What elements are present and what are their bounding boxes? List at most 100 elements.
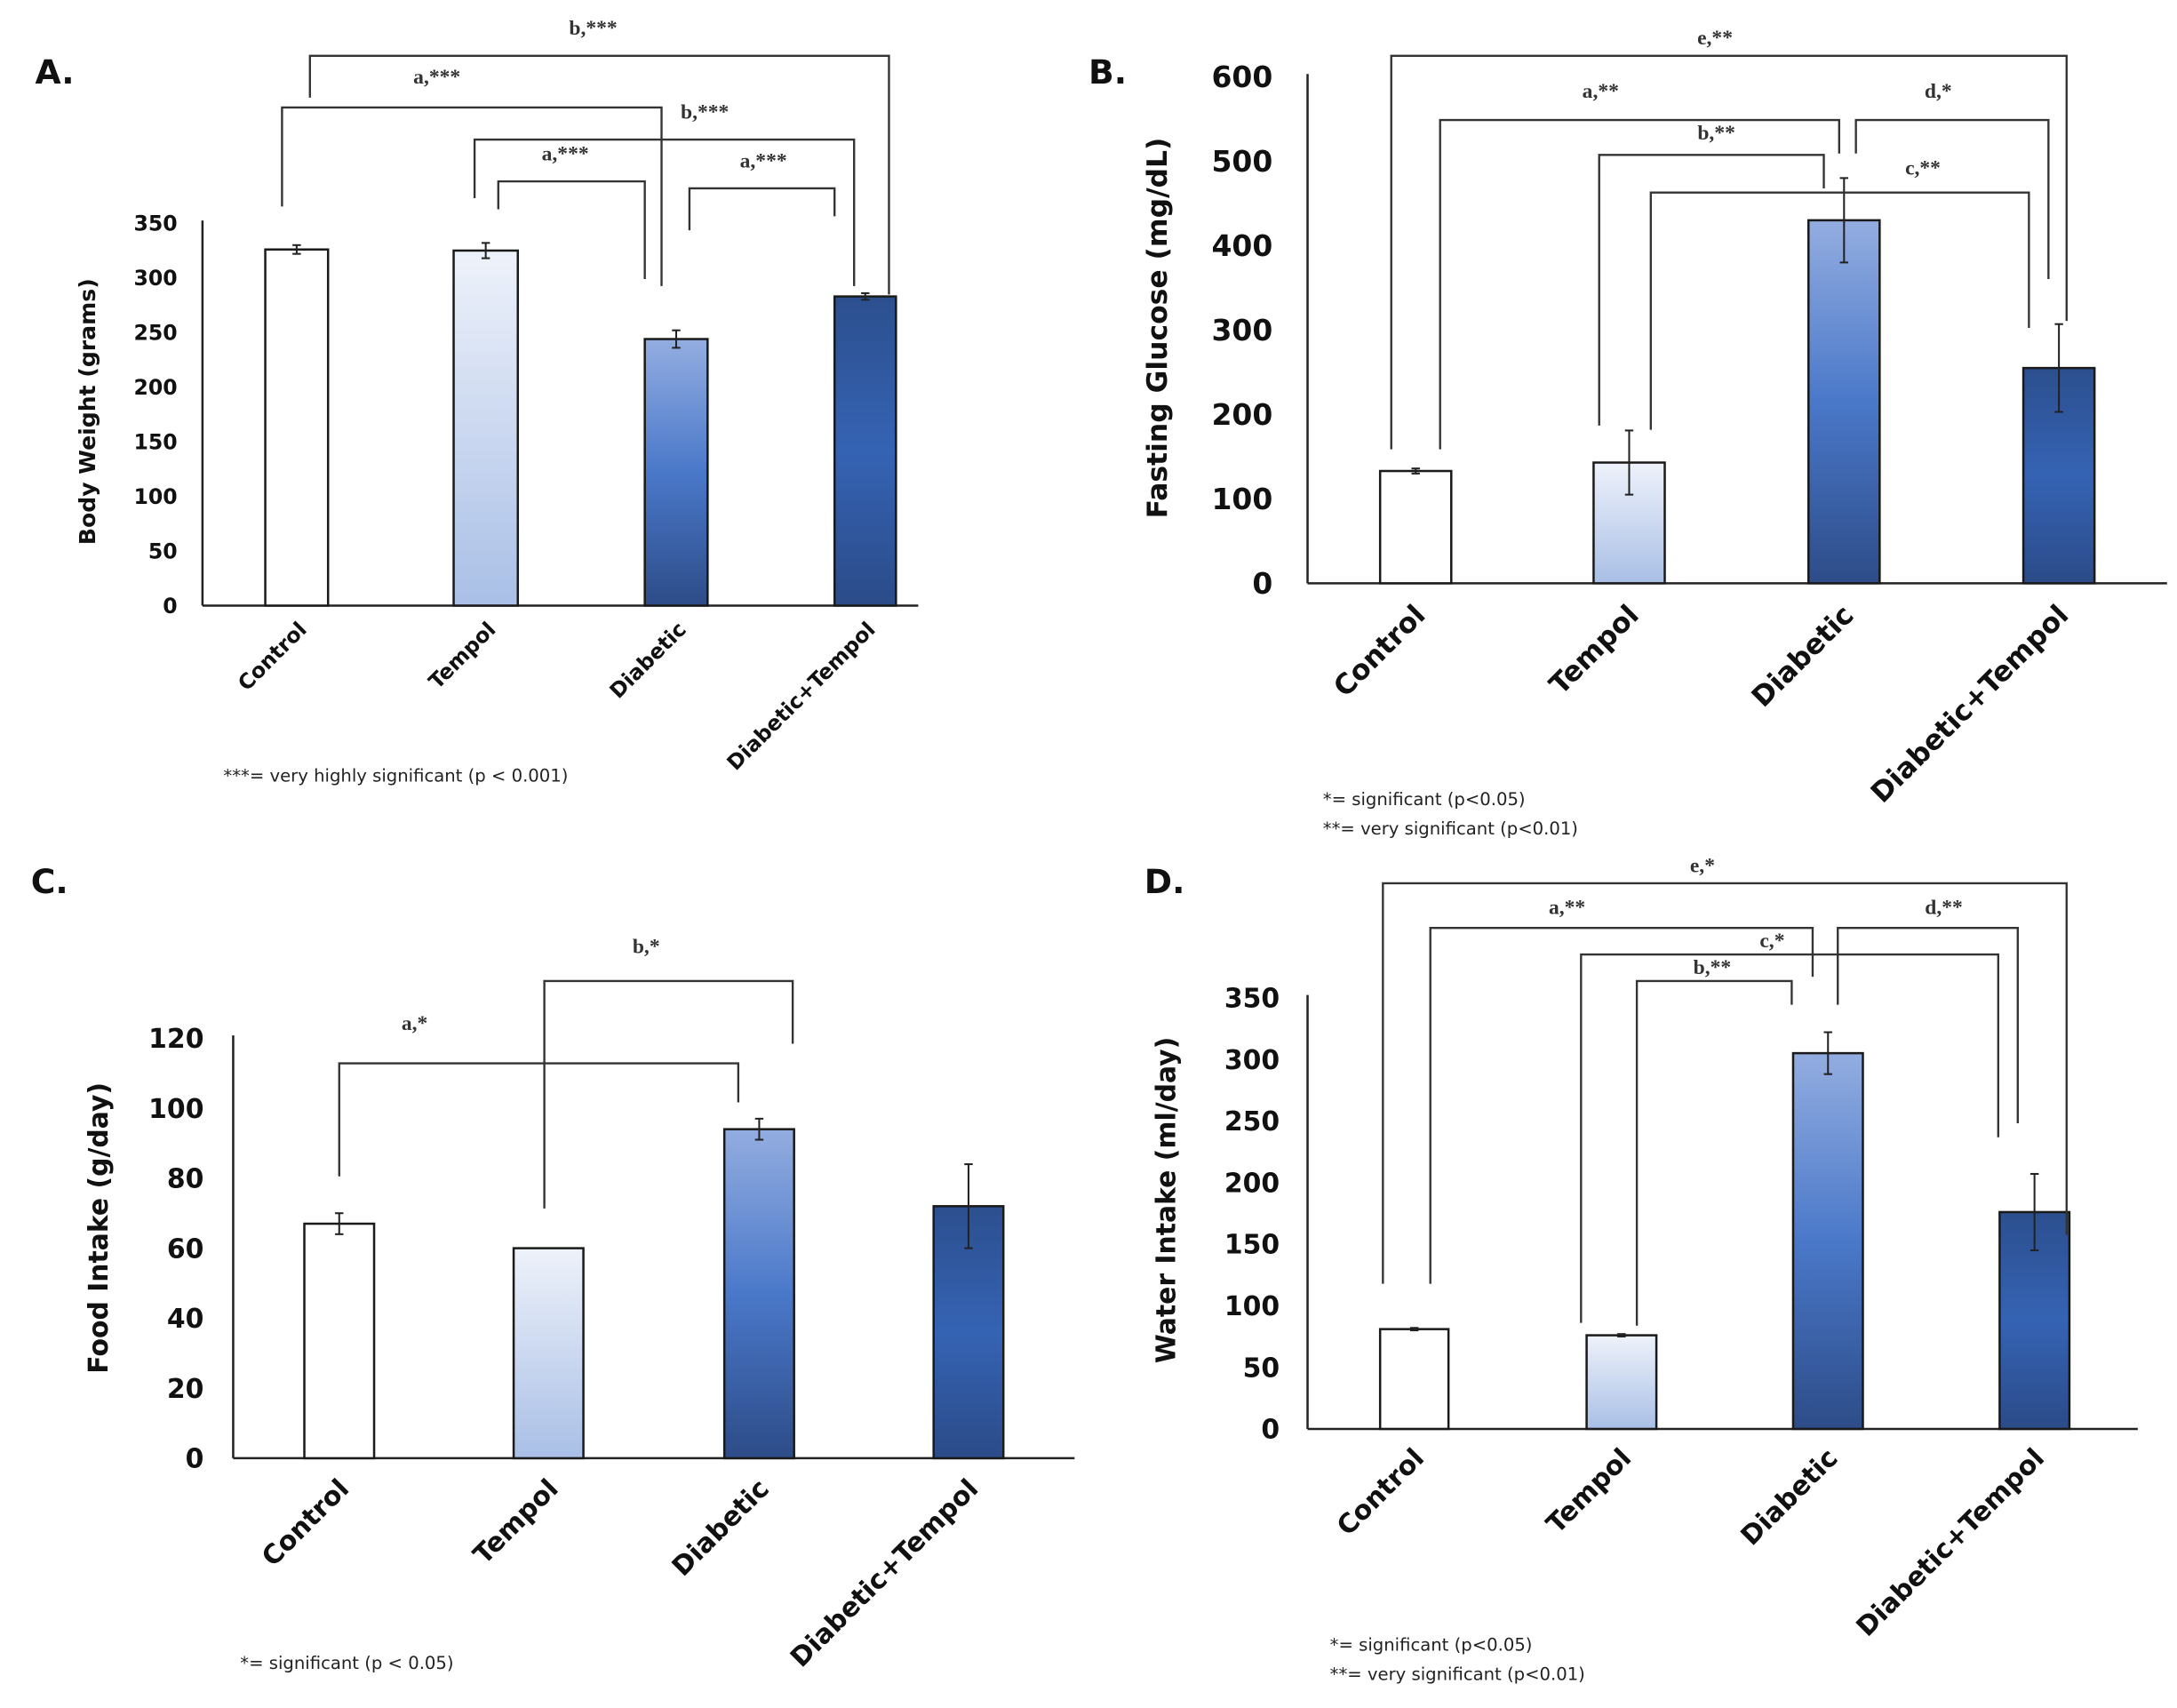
y-tick-label: 250 (133, 321, 177, 346)
significance-bracket (281, 106, 663, 286)
x-tick-label: Diabetic+Tempol (1851, 1442, 2051, 1642)
significance-bracket (1390, 54, 2068, 450)
significance-label: e,* (1690, 854, 1715, 877)
significance-label: d,* (1925, 80, 1952, 103)
footnote: *= significant (p < 0.05) (240, 1653, 453, 1673)
y-tick-label: 100 (1211, 482, 1272, 516)
chart-panel-c: C. 0 20 40 60 80 100 120 Food Intake (g/day) Cont… (31, 862, 1075, 1673)
chart-panel-b: B. 0 100 200 300 400 500 600 Fasting Glucose (mg… (1088, 27, 2167, 839)
y-tick-label: 0 (1261, 1415, 1280, 1446)
bar-control (264, 248, 330, 607)
significance-bracket (1649, 191, 2030, 430)
y-tick-label: 40 (167, 1304, 204, 1335)
x-tick-label: Control (1328, 599, 1431, 703)
y-axis-title: Water Intake (ml/day) (1151, 1037, 1182, 1363)
panel-label: B. (1088, 52, 1127, 92)
panel-label: A. (35, 52, 74, 92)
y-tick-label: 150 (1224, 1230, 1280, 1261)
y-tick-label: 50 (148, 539, 178, 564)
significance-bracket (338, 1062, 740, 1177)
x-tick-label: Tempol (424, 617, 501, 694)
y-axis-title: Fasting Glucose (mg/dL) (1142, 138, 1174, 519)
y-tick-label: 0 (1252, 566, 1272, 601)
panel-label: D. (1144, 862, 1185, 901)
bar-control (303, 1222, 376, 1460)
y-tick-label: 120 (148, 1024, 203, 1055)
y-tick-label: 200 (133, 375, 177, 400)
footnote: *= significant (p<0.05) (1330, 1635, 1533, 1656)
footnote: ***= very highly significant (p < 0.001) (223, 765, 568, 786)
footnote: **= very significant (p<0.01) (1323, 818, 1578, 839)
significance-label: a,*** (542, 143, 589, 166)
significance-label: a,* (402, 1012, 427, 1035)
significance-label: c,** (1905, 156, 1941, 180)
bar-diabetic (722, 1128, 795, 1460)
significance-label: d,** (1925, 897, 1963, 920)
chart-panel-d: D. 0 50 100 150 200 250 300 350 Water Intake (ml/… (1144, 854, 2138, 1685)
significance-bracket (1837, 927, 2019, 1124)
significance-label: c,* (1759, 930, 1784, 953)
bar-control (1378, 469, 1453, 585)
x-tick-label: Tempol (467, 1473, 564, 1570)
x-tick-label: Diabetic (1735, 1442, 1845, 1552)
chart-panel-a: A. 0 50 100 150 200 250 300 350 Body Weight (gram… (35, 17, 919, 786)
significance-bracket (497, 180, 646, 280)
x-tick-label: Tempol (1543, 599, 1646, 701)
x-tick-label: Control (233, 617, 312, 696)
x-tick-label: Diabetic+Tempol (722, 617, 880, 775)
y-tick-label: 100 (133, 484, 177, 509)
significance-label: e,** (1697, 27, 1733, 50)
y-tick-label: 400 (1211, 228, 1272, 263)
bar-control (1378, 1328, 1450, 1431)
significance-label: a,** (1583, 80, 1619, 103)
bar-tempol (512, 1247, 585, 1460)
y-tick-label: 20 (167, 1374, 204, 1405)
bar-tempol (1585, 1334, 1658, 1431)
y-tick-label: 100 (148, 1094, 203, 1125)
x-tick-label: Diabetic+Tempol (785, 1473, 985, 1673)
x-tick-label: Diabetic (604, 617, 690, 703)
significance-label: a,** (1549, 897, 1585, 920)
y-tick-label: 0 (163, 594, 177, 619)
significance-label: a,*** (413, 66, 460, 89)
x-tick-label: Diabetic+Tempol (1865, 599, 2076, 810)
significance-bracket (543, 979, 794, 1209)
footnote: **= very significant (p<0.01) (1330, 1664, 1585, 1685)
significance-label: b,*** (569, 17, 617, 40)
x-tick-label: Control (256, 1473, 355, 1573)
y-axis-title: Body Weight (grams) (75, 278, 100, 545)
y-tick-label: 60 (167, 1233, 204, 1265)
y-tick-label: 600 (1211, 60, 1272, 94)
y-tick-label: 500 (1211, 144, 1272, 179)
significance-bracket (1598, 154, 1825, 426)
significance-bracket (688, 187, 836, 231)
bar-diabetic (643, 338, 709, 607)
significance-bracket (1854, 118, 2050, 280)
footnote: *= significant (p<0.05) (1323, 789, 1526, 810)
y-tick-label: 200 (1211, 397, 1272, 432)
significance-label: b,** (1697, 122, 1735, 145)
significance-bracket (1429, 927, 1814, 1284)
bar-tempol (452, 249, 520, 607)
significance-bracket (1382, 882, 2068, 1284)
y-tick-label: 350 (1224, 983, 1280, 1014)
bar-diabetic (1806, 219, 1881, 585)
x-tick-label: Control (1331, 1442, 1431, 1542)
significance-bracket (1439, 118, 1840, 450)
y-tick-label: 50 (1243, 1353, 1280, 1384)
y-tick-label: 300 (1224, 1045, 1280, 1076)
significance-bracket (308, 54, 890, 295)
panel-label: C. (31, 862, 68, 901)
y-axis-title: Food Intake (g/day) (84, 1082, 115, 1374)
significance-label: b,*** (681, 100, 729, 124)
y-tick-label: 0 (186, 1444, 204, 1475)
y-tick-label: 300 (1211, 313, 1272, 347)
y-tick-label: 150 (133, 430, 177, 455)
significance-label: a,*** (740, 149, 787, 172)
significance-bracket (1580, 953, 1999, 1323)
x-tick-label: Tempol (1541, 1442, 1638, 1539)
x-tick-label: Diabetic (1746, 599, 1861, 714)
y-tick-label: 80 (167, 1164, 204, 1195)
bar-diabetic-tempol (833, 295, 897, 607)
